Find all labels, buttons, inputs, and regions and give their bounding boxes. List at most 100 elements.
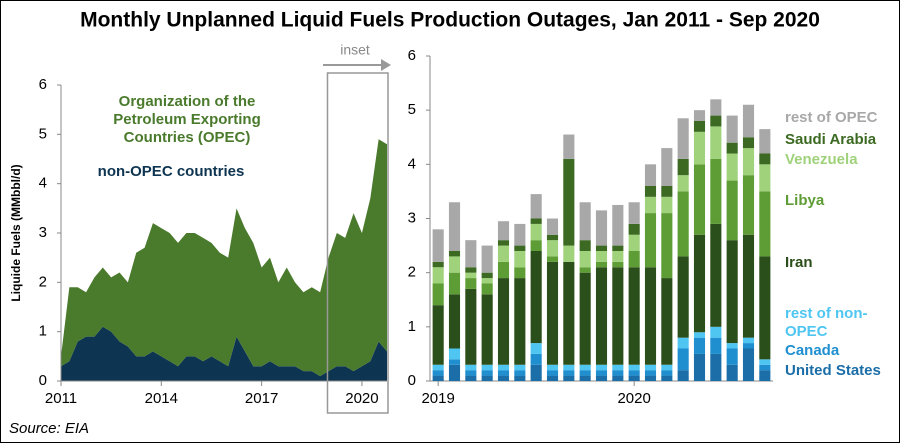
- bar-segment: [546, 364, 559, 371]
- bar-segment: [742, 337, 755, 344]
- bar-segment: [726, 115, 738, 143]
- bar-segment: [481, 245, 493, 273]
- bar-segment: [726, 240, 738, 344]
- y-tick-label: 0: [39, 372, 47, 389]
- bar-segment: [726, 364, 738, 381]
- chart-title: Monthly Unplanned Liquid Fuels Productio…: [80, 9, 820, 32]
- bar-segment: [726, 142, 738, 154]
- bar-segment: [481, 272, 493, 279]
- bar-segment: [432, 305, 444, 365]
- bar-segment: [644, 370, 657, 376]
- y-tick-label: 2: [39, 273, 47, 290]
- x-tick-label: 2020: [345, 390, 378, 407]
- bar-segment: [612, 364, 624, 371]
- bar-segment: [465, 375, 477, 381]
- bar-segment: [497, 221, 510, 241]
- bar-segment: [644, 213, 657, 268]
- bar-segment: [612, 251, 624, 262]
- bar-segment: [710, 115, 722, 127]
- bar-segment: [579, 202, 591, 241]
- inset-box: [326, 72, 389, 414]
- bar-segment: [481, 375, 493, 381]
- bar-segment: [693, 110, 706, 121]
- bar-segment: [693, 353, 706, 381]
- legend-label: Saudi Arabia: [785, 131, 877, 148]
- y-tick-label: 1: [39, 323, 47, 340]
- bar-segment: [742, 234, 755, 338]
- bar-segment: [595, 210, 608, 246]
- bar-segment: [448, 256, 461, 273]
- bar-segment: [612, 375, 624, 381]
- bar-segment: [628, 375, 640, 381]
- bar-segment: [612, 245, 624, 251]
- bar-segment: [448, 294, 461, 349]
- area: [61, 326, 387, 381]
- bar-segment: [726, 180, 738, 241]
- bar-segment: [432, 267, 444, 284]
- area: [61, 139, 387, 377]
- bar-segment: [448, 272, 461, 295]
- bar-segment: [759, 256, 771, 360]
- bar-segment: [759, 359, 771, 365]
- bar-segment: [546, 375, 559, 381]
- bar-segment: [595, 261, 608, 268]
- bar-segment: [546, 218, 559, 235]
- bar-segment: [465, 240, 477, 268]
- bar-segment: [661, 196, 673, 214]
- bar-segment: [514, 267, 526, 279]
- bar-segment: [530, 223, 542, 241]
- x-tick-label: 2014: [145, 390, 178, 407]
- legend-label: Iran: [785, 254, 813, 271]
- x-tick-label: 2017: [245, 390, 278, 407]
- bar-segment: [726, 343, 738, 349]
- bar-segment: [530, 353, 542, 365]
- y-tick-label: 0: [408, 372, 416, 389]
- bar-segment: [693, 164, 706, 235]
- bar-segment: [693, 121, 706, 132]
- bar-segment: [432, 261, 444, 268]
- bar-segment: [742, 148, 755, 176]
- bar-segment: [514, 364, 526, 371]
- bar-segment: [759, 164, 771, 192]
- bar-segment: [661, 370, 673, 376]
- bar-segment: [710, 223, 722, 327]
- bar-segment: [595, 375, 608, 381]
- bar-segment: [497, 261, 510, 279]
- y-axis-label: Liquide Fuels (MMbbl/d): [9, 164, 23, 301]
- bar-segment: [595, 267, 608, 365]
- bar-segment: [628, 251, 640, 268]
- series-label: non-OPEC countries: [97, 163, 245, 180]
- bar-segment: [579, 240, 591, 251]
- bar-segment: [710, 99, 722, 116]
- bar-segment: [448, 202, 461, 251]
- bar-segment: [579, 272, 591, 365]
- bar-segment: [432, 364, 444, 371]
- bar-segment: [514, 251, 526, 268]
- bar-segment: [759, 364, 771, 371]
- x-tick-label: 2011: [45, 390, 77, 407]
- bar-segment: [742, 348, 755, 381]
- bar-segment: [546, 256, 559, 262]
- bar-segment: [514, 245, 526, 251]
- bar-segment: [497, 278, 510, 365]
- bar-segment: [661, 213, 673, 279]
- bar-segment: [661, 186, 673, 197]
- bar-segment: [710, 353, 722, 381]
- bar-segment: [677, 158, 689, 176]
- bar-segment: [628, 202, 640, 224]
- bar-segment: [465, 267, 477, 273]
- y-tick-label: 5: [408, 101, 416, 118]
- bar-segment: [530, 218, 542, 224]
- bar-segment: [546, 240, 559, 257]
- bar-segment: [563, 370, 575, 376]
- bar-segment: [497, 245, 510, 262]
- bar-segment: [628, 223, 640, 235]
- bar-segment: [710, 337, 722, 354]
- bar-segment: [742, 137, 755, 149]
- y-tick-label: 1: [408, 318, 416, 335]
- bar-segment: [579, 267, 591, 273]
- legend-label: Venezuela: [785, 151, 858, 168]
- bar-segment: [530, 240, 542, 251]
- bar-segment: [726, 348, 738, 365]
